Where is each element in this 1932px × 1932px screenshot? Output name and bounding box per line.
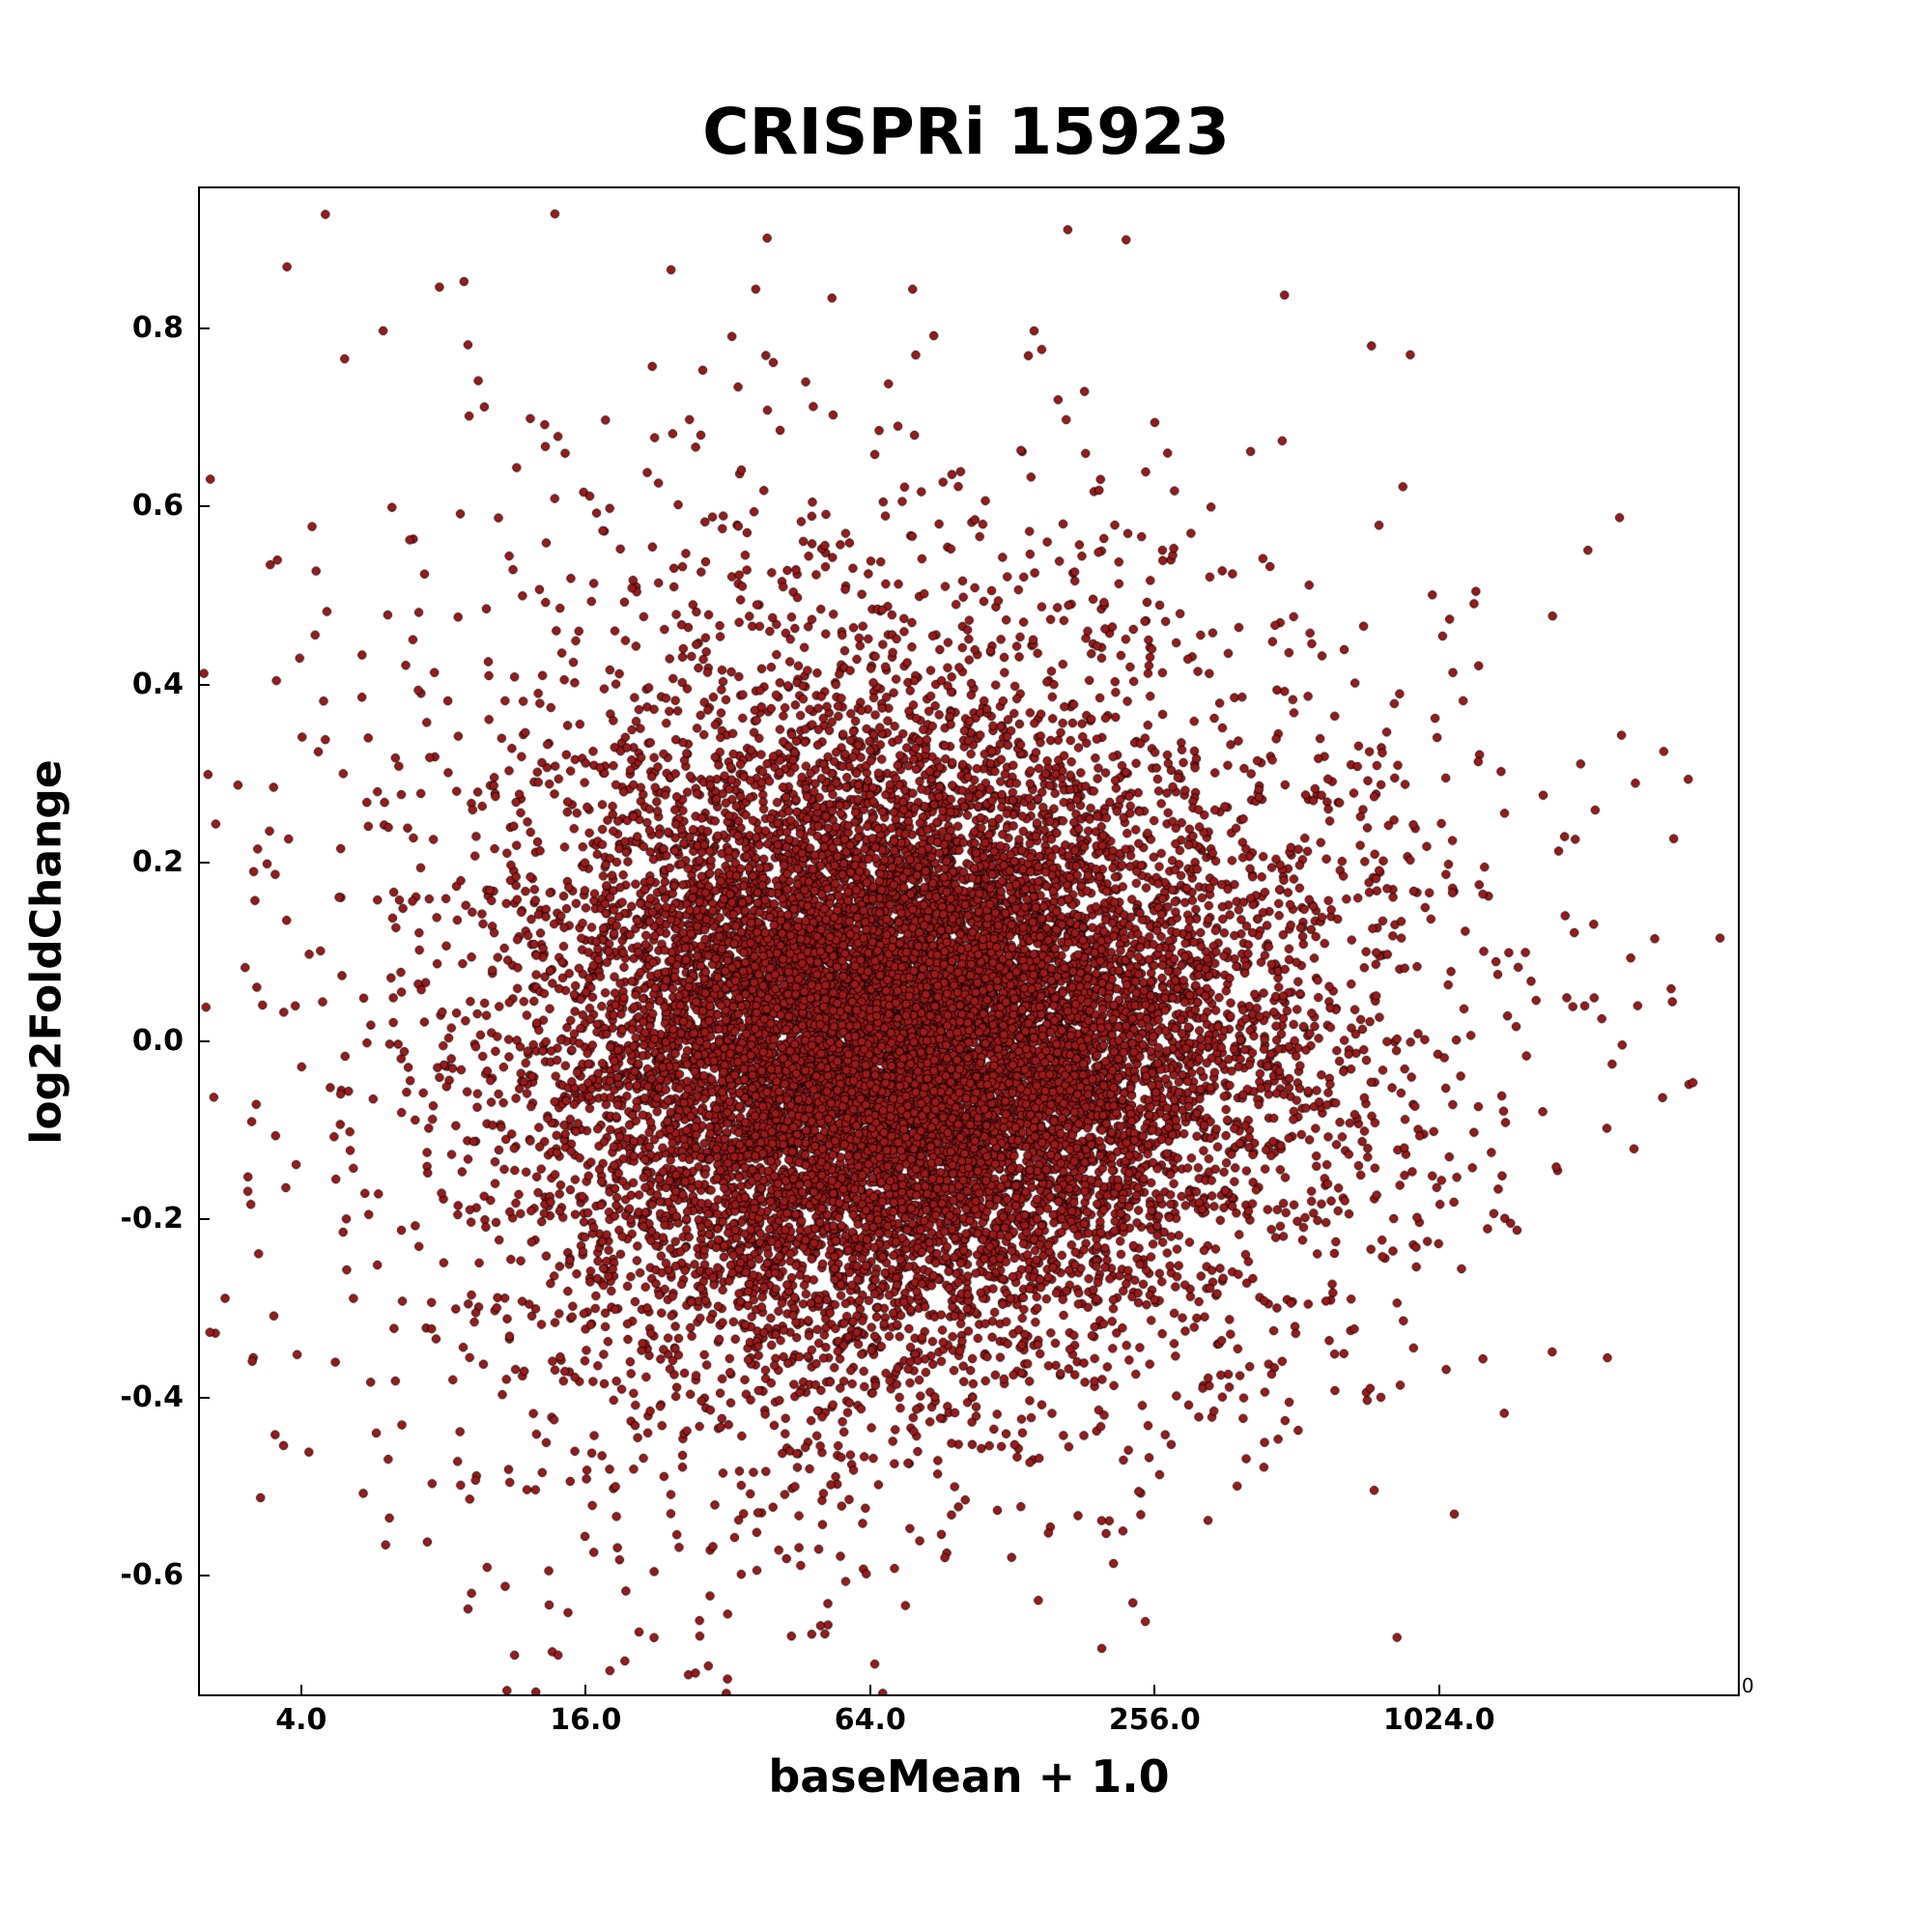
x-tick-mark	[584, 1685, 587, 1696]
y-tick-mark	[198, 505, 210, 508]
y-tick-label: -0.6	[120, 1558, 184, 1593]
x-tick-label: 16.0	[550, 1703, 622, 1737]
x-tick-mark	[1437, 1685, 1440, 1696]
y-tick-label: 0.2	[131, 845, 184, 880]
y-tick-mark	[198, 1218, 210, 1221]
x-tick-mark	[299, 1685, 302, 1696]
scatter-canvas	[200, 188, 1738, 1694]
y-tick-label: 0.4	[131, 667, 184, 701]
x-axis-label: baseMean + 1.0	[768, 1750, 1170, 1803]
y-tick-mark	[198, 1396, 210, 1399]
y-tick-label: 0.0	[131, 1023, 184, 1058]
y-tick-label: -0.4	[120, 1379, 184, 1414]
y-tick-mark	[198, 862, 210, 865]
plot-area	[198, 186, 1740, 1696]
x-tick-label: 4.0	[275, 1703, 327, 1737]
x-tick-label: 1024.0	[1382, 1703, 1495, 1737]
x-tick-mark	[1153, 1685, 1156, 1696]
y-tick-mark	[198, 1575, 210, 1577]
y-tick-mark	[198, 683, 210, 686]
y-axis-label: log2FoldChange	[21, 759, 71, 1145]
x-tick-label: 64.0	[834, 1703, 906, 1737]
y-tick-label: 0.6	[131, 489, 184, 524]
x-tick-mark	[868, 1685, 871, 1696]
corner-tick-label: 0	[1742, 1674, 1754, 1697]
plot-title: CRISPRi 15923	[702, 95, 1230, 169]
y-tick-mark	[198, 327, 210, 329]
x-tick-label: 256.0	[1108, 1703, 1201, 1737]
y-tick-mark	[198, 1039, 210, 1042]
y-tick-label: -0.2	[120, 1202, 184, 1236]
y-tick-label: 0.8	[131, 310, 184, 345]
